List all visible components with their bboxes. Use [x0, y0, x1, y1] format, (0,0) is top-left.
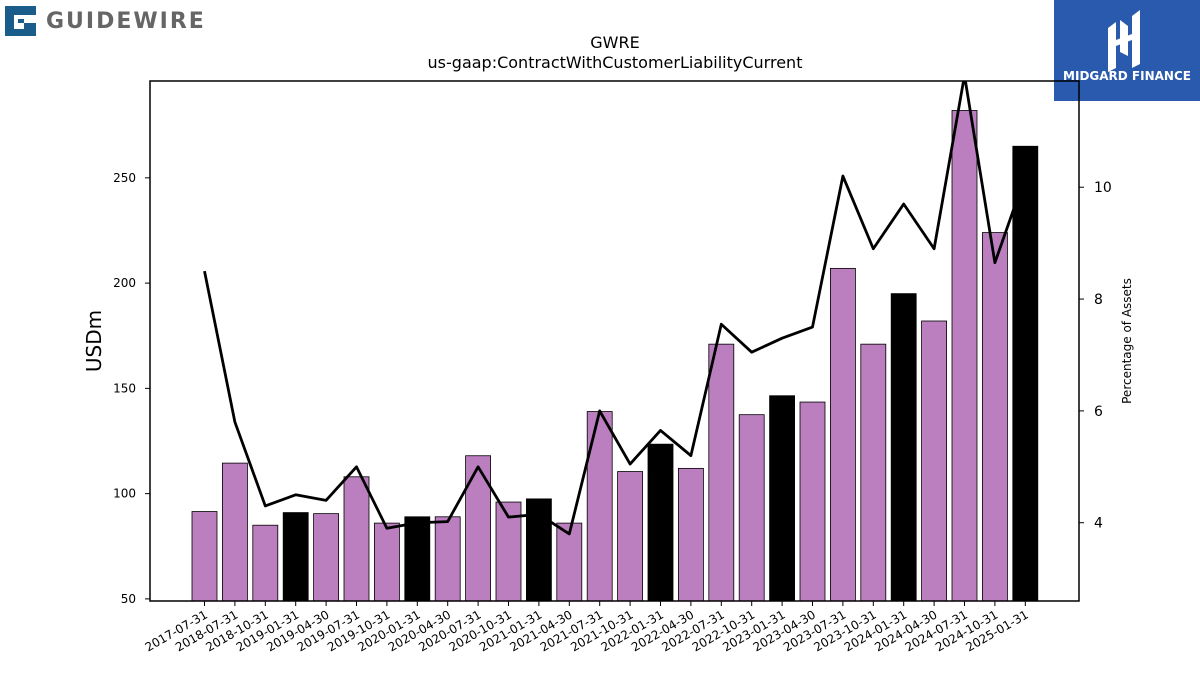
guidewire-logo: GUIDEWIRE	[4, 4, 214, 40]
y-axis-left: 50 100 150 200 250	[113, 171, 150, 606]
bar-2021-10-31	[617, 471, 643, 601]
guidewire-logo-icon: GUIDEWIRE	[5, 6, 206, 36]
bar-2022-01-31	[647, 443, 674, 601]
percentage-of-assets-line	[203, 81, 1027, 536]
y-axis-right: 4 6 8 10	[1079, 180, 1112, 532]
y-axis-label: USDm	[82, 310, 106, 372]
bar-2019-10-31	[373, 522, 400, 601]
bar-2021-04-30	[556, 522, 583, 601]
y2-tick-label-4: 4	[1094, 516, 1103, 532]
bar-2024-04-30	[921, 320, 947, 601]
bar-2023-01-31	[769, 395, 795, 601]
chart-title: GWRE	[590, 33, 639, 52]
y-tick-label-250: 250	[113, 171, 136, 185]
bar-2024-01-31	[890, 293, 917, 601]
bar-2018-10-31	[252, 524, 279, 601]
bar-2025-01-31	[1012, 145, 1039, 601]
bar-2022-07-31	[708, 343, 735, 601]
bar-2024-10-31	[982, 232, 1008, 601]
chart-subtitle: us-gaap:ContractWithCustomerLiabilityCur…	[428, 53, 803, 72]
y2-tick-label-6: 6	[1094, 404, 1103, 420]
y2-tick-label-10: 10	[1094, 180, 1112, 196]
bar-2022-04-30	[678, 467, 704, 601]
bar-2022-10-31	[738, 414, 765, 601]
plot-frame	[149, 80, 1080, 602]
plot-area	[191, 81, 1039, 601]
y-tick-label-150: 150	[113, 381, 136, 395]
bar-2020-01-31	[404, 516, 431, 601]
bar-2019-01-31	[282, 512, 309, 601]
y2-axis-label: Percentage of Assets	[1120, 278, 1134, 404]
bar-2023-04-30	[799, 401, 826, 601]
bar-2020-04-30	[434, 516, 461, 601]
guidewire-wordmark: GUIDEWIRE	[46, 9, 206, 34]
bar-2023-10-31	[860, 343, 887, 601]
y-tick-label-100: 100	[113, 487, 136, 501]
x-axis: 2017-07-312018-07-312018-10-312019-01-31…	[143, 601, 1031, 654]
midgard-finance-wordmark: MIDGARD FINANCE	[1063, 69, 1191, 83]
bar-2018-07-31	[221, 462, 248, 601]
bar-2017-07-31	[191, 511, 218, 601]
midgard-finance-logo-icon: MIDGARD FINANCE	[1063, 10, 1191, 83]
y2-tick-label-8: 8	[1094, 292, 1103, 308]
bar-2019-07-31	[343, 476, 370, 601]
bar-2024-07-31	[951, 110, 978, 601]
bar-2020-07-31	[465, 455, 492, 601]
bar-2021-07-31	[586, 411, 613, 601]
bar-2020-10-31	[495, 501, 522, 601]
y-tick-label-50: 50	[121, 592, 136, 606]
bar-2019-04-30	[313, 513, 340, 601]
bar-2023-07-31	[830, 267, 856, 601]
y-tick-label-200: 200	[113, 276, 136, 290]
